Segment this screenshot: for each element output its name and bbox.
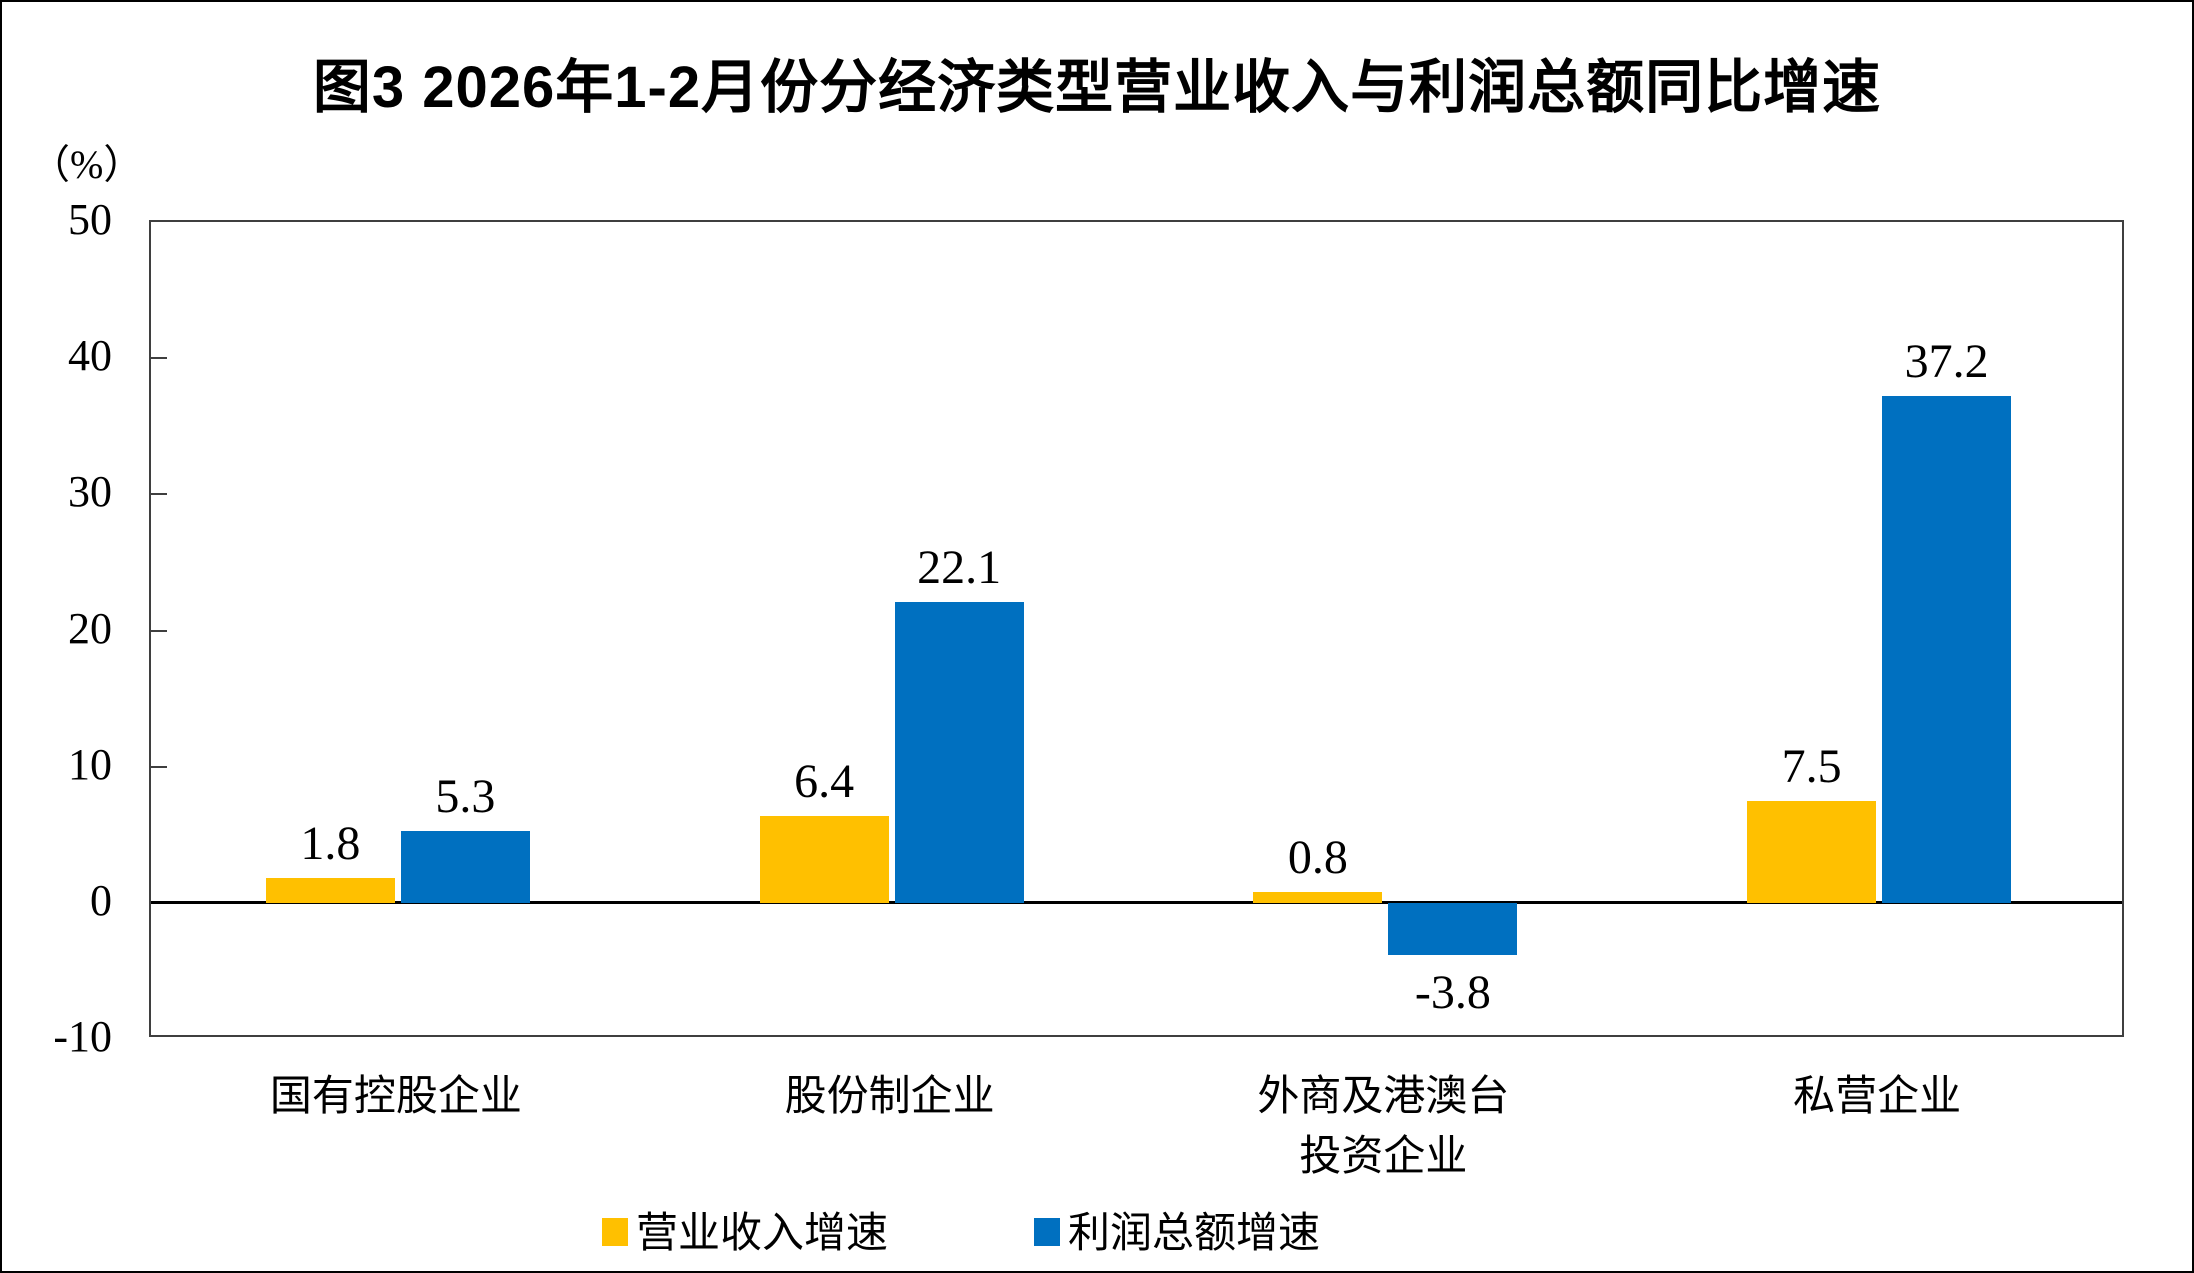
bar-series1-cat2 <box>1388 902 1518 955</box>
zero-baseline <box>151 901 2122 905</box>
y-axis-tick-label: -10 <box>53 1012 112 1061</box>
category-label: 私营企业 <box>1793 1074 1962 1120</box>
bar-series0-cat1 <box>759 815 889 903</box>
y-axis-tick <box>151 493 167 496</box>
legend-item-series1: 利润总额增速 <box>1034 1210 1320 1258</box>
bar-series1-cat0 <box>400 830 530 903</box>
y-axis-tick-label: 10 <box>68 739 112 789</box>
bar-series0-cat2 <box>1253 891 1383 903</box>
category-label: 股份制企业 <box>784 1074 995 1120</box>
legend-label: 利润总额增速 <box>1068 1211 1321 1257</box>
category-label: 国有控股企业 <box>269 1074 522 1120</box>
legend-item-series0: 营业收入增速 <box>602 1210 888 1258</box>
legend-swatch-icon <box>602 1218 628 1246</box>
category-label: 外商及港澳台 投资企业 <box>1257 1074 1510 1180</box>
legend-label: 营业收入增速 <box>636 1211 889 1257</box>
bar-series0-cat0 <box>265 878 395 903</box>
bar-series0-cat3 <box>1747 800 1877 903</box>
y-axis-tick-label: 20 <box>68 603 112 653</box>
bar-value-label: 22.1 <box>917 540 1002 594</box>
bar-value-label: 37.2 <box>1904 335 1989 389</box>
y-axis-tick <box>151 357 167 360</box>
bar-value-label: 7.5 <box>1781 739 1842 793</box>
plot-area: 1.8 5.3 6.4 22.1 0.8 -3.8 7.5 37.2 <box>149 220 2124 1037</box>
bar-series1-cat3 <box>1882 396 2012 903</box>
bar-series1-cat1 <box>894 601 1024 903</box>
bar-value-label: -3.8 <box>1414 965 1491 1019</box>
y-axis-tick-label: 0 <box>90 875 112 925</box>
bar-value-label: 6.4 <box>794 754 855 808</box>
y-axis-tick-label: 30 <box>68 467 112 517</box>
bar-value-label: 1.8 <box>300 817 361 871</box>
y-axis-tick <box>151 629 167 632</box>
bar-value-label: 0.8 <box>1287 830 1348 884</box>
legend: 营业收入增速 利润总额增速 <box>602 1210 1320 1258</box>
chart-title: 图3 2026年1-2月份分经济类型营业收入与利润总额同比增速 <box>312 55 1882 120</box>
y-axis-tick <box>151 765 167 768</box>
y-axis-tick-label: 40 <box>68 331 112 381</box>
bar-value-label: 5.3 <box>435 769 496 823</box>
y-axis-unit-label: （%） <box>30 142 144 187</box>
y-axis-tick-label: 50 <box>68 195 112 244</box>
legend-swatch-icon <box>1034 1218 1061 1246</box>
